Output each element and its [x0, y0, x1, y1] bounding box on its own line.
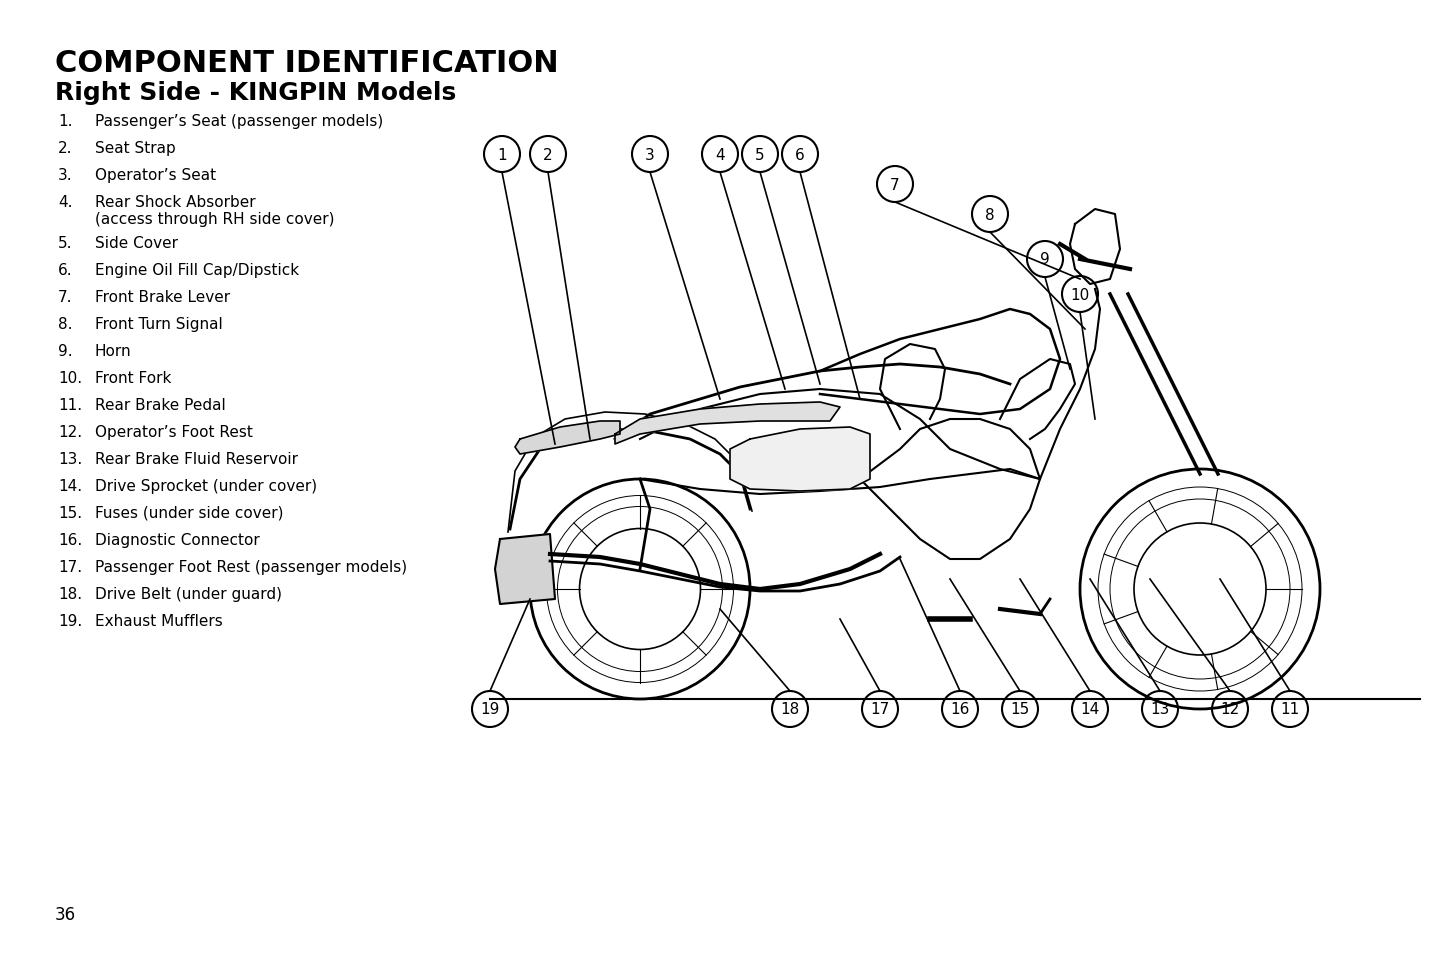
Text: Front Brake Lever: Front Brake Lever: [95, 290, 230, 305]
Text: Fuses (under side cover): Fuses (under side cover): [95, 505, 284, 520]
Text: 7: 7: [890, 177, 900, 193]
Text: 13: 13: [1150, 701, 1169, 717]
Text: Operator’s Foot Rest: Operator’s Foot Rest: [95, 424, 253, 439]
Text: 19: 19: [480, 701, 500, 717]
Text: 7.: 7.: [58, 290, 73, 305]
Text: 12.: 12.: [58, 424, 81, 439]
Text: Rear Brake Pedal: Rear Brake Pedal: [95, 397, 225, 413]
Text: Drive Belt (under guard): Drive Belt (under guard): [95, 586, 282, 601]
Text: 3: 3: [646, 148, 654, 162]
Text: 16: 16: [951, 701, 970, 717]
Text: 14.: 14.: [58, 478, 81, 494]
Text: Rear Shock Absorber
(access through RH side cover): Rear Shock Absorber (access through RH s…: [95, 194, 334, 227]
Text: 14: 14: [1080, 701, 1099, 717]
Text: Passenger Foot Rest (passenger models): Passenger Foot Rest (passenger models): [95, 559, 407, 575]
Text: 18.: 18.: [58, 586, 81, 601]
Text: 10.: 10.: [58, 371, 81, 386]
Text: Exhaust Mufflers: Exhaust Mufflers: [95, 614, 222, 628]
Text: 13.: 13.: [58, 452, 83, 467]
Text: 4.: 4.: [58, 194, 73, 210]
Text: 1.: 1.: [58, 113, 73, 129]
Text: Horn: Horn: [95, 344, 132, 358]
Text: Right Side - KINGPIN Models: Right Side - KINGPIN Models: [55, 81, 457, 105]
Text: 17: 17: [871, 701, 890, 717]
Text: Front Turn Signal: Front Turn Signal: [95, 316, 222, 332]
Text: 11: 11: [1281, 701, 1300, 717]
Text: 11.: 11.: [58, 397, 81, 413]
Text: Operator’s Seat: Operator’s Seat: [95, 168, 217, 183]
Text: 15.: 15.: [58, 505, 81, 520]
Text: 12: 12: [1220, 701, 1240, 717]
Text: 5: 5: [755, 148, 765, 162]
Polygon shape: [615, 402, 840, 444]
Text: 5.: 5.: [58, 235, 73, 251]
Text: Front Fork: Front Fork: [95, 371, 172, 386]
Polygon shape: [494, 535, 555, 604]
Text: Passenger’s Seat (passenger models): Passenger’s Seat (passenger models): [95, 113, 384, 129]
Polygon shape: [515, 421, 619, 455]
Text: 9.: 9.: [58, 344, 73, 358]
Text: 16.: 16.: [58, 533, 83, 547]
Text: 10: 10: [1070, 287, 1089, 302]
Text: Engine Oil Fill Cap/Dipstick: Engine Oil Fill Cap/Dipstick: [95, 263, 300, 277]
Text: COMPONENT IDENTIFICATION: COMPONENT IDENTIFICATION: [55, 49, 558, 78]
Text: 8.: 8.: [58, 316, 73, 332]
Text: 15: 15: [1011, 701, 1029, 717]
Polygon shape: [730, 428, 869, 492]
Text: Seat Strap: Seat Strap: [95, 141, 176, 156]
Text: 2: 2: [544, 148, 553, 162]
Text: 2.: 2.: [58, 141, 73, 156]
Text: 3.: 3.: [58, 168, 73, 183]
Text: 17.: 17.: [58, 559, 81, 575]
Text: 6: 6: [795, 148, 806, 162]
Text: Drive Sprocket (under cover): Drive Sprocket (under cover): [95, 478, 317, 494]
Text: 36: 36: [55, 905, 76, 923]
Text: 4: 4: [715, 148, 724, 162]
Text: 8: 8: [986, 208, 995, 222]
Text: 18: 18: [781, 701, 800, 717]
Text: Diagnostic Connector: Diagnostic Connector: [95, 533, 260, 547]
Text: 9: 9: [1040, 253, 1050, 267]
Text: Rear Brake Fluid Reservoir: Rear Brake Fluid Reservoir: [95, 452, 298, 467]
Text: 1: 1: [497, 148, 507, 162]
Text: 19.: 19.: [58, 614, 83, 628]
Text: Side Cover: Side Cover: [95, 235, 177, 251]
Text: 6.: 6.: [58, 263, 73, 277]
